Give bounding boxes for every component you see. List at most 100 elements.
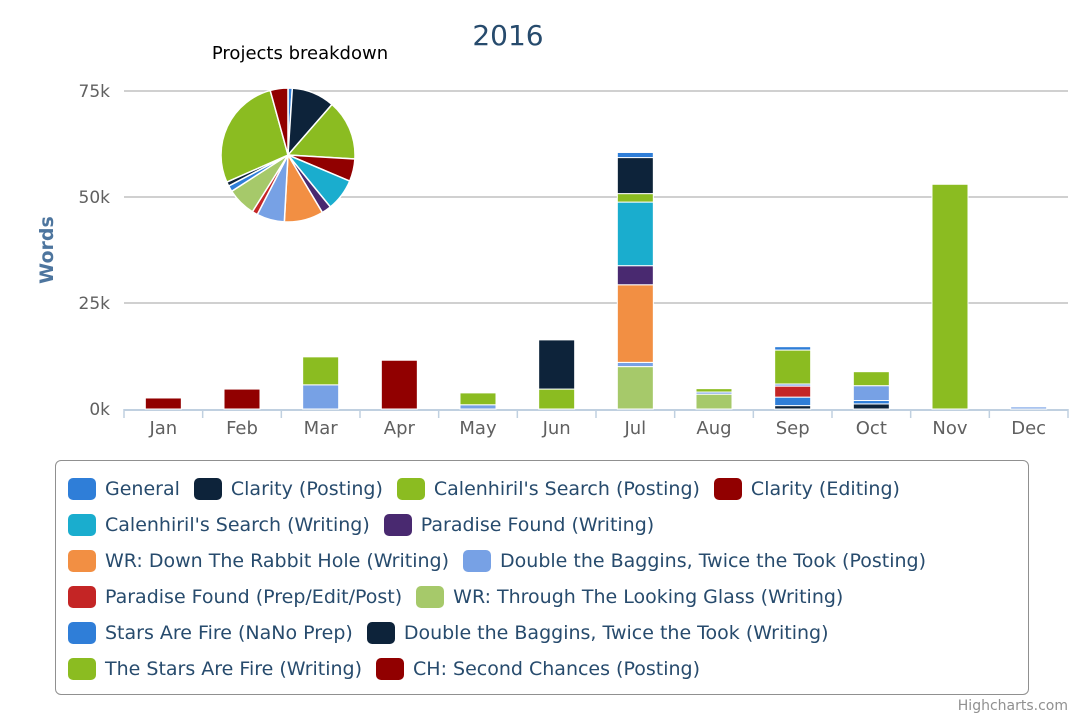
legend-swatch-icon	[68, 622, 96, 644]
legend-label: WR: Through The Looking Glass (Writing)	[453, 586, 844, 608]
legend-label: The Stars Are Fire (Writing)	[105, 658, 363, 680]
legend-label: Paradise Found (Writing)	[420, 514, 655, 536]
bar-segment[interactable]	[144, 397, 182, 410]
x-tick-label: Nov	[932, 418, 967, 439]
legend-swatch-icon	[463, 550, 492, 572]
legend-swatch-icon	[68, 550, 96, 572]
legend-item[interactable]: Calenhiril's Search (Writing)	[68, 514, 370, 536]
y-tick-label: 75k	[79, 82, 111, 102]
legend-swatch-icon	[713, 478, 742, 500]
legend-label: CH: Second Chances (Posting)	[413, 658, 701, 680]
bar-segment[interactable]	[774, 405, 812, 410]
bar-segment[interactable]	[616, 366, 654, 410]
legend-label: WR: Down The Rabbit Hole (Writing)	[105, 550, 450, 572]
y-tick-label: 0k	[89, 400, 110, 420]
bar-segment[interactable]	[616, 193, 654, 203]
chart-title: 2016	[472, 19, 543, 52]
legend-swatch-icon	[376, 658, 405, 680]
legend-item[interactable]: Calenhiril's Search (Posting)	[396, 478, 700, 500]
bar-segment[interactable]	[774, 346, 812, 351]
bar-segment[interactable]	[459, 392, 497, 406]
x-tick-label: Feb	[226, 418, 258, 439]
legend-row: General Clarity (Posting) Calenhiril's Sea…	[68, 471, 1016, 507]
legend-swatch-icon	[68, 586, 96, 608]
legend-item[interactable]: WR: Through The Looking Glass (Writing)	[416, 586, 843, 608]
legend-label: Stars Are Fire (NaNo Prep)	[105, 622, 353, 644]
bar-segment[interactable]	[459, 404, 497, 410]
bar-segment[interactable]	[223, 388, 261, 410]
bar-segment[interactable]	[852, 403, 890, 410]
x-tick-label: Sep	[776, 418, 810, 439]
pie-slice[interactable]	[286, 103, 356, 160]
bar-segment[interactable]	[1010, 406, 1048, 410]
legend-label: Calenhiril's Search (Posting)	[433, 478, 700, 500]
x-tick-label: Mar	[304, 418, 339, 439]
legend-label: Double the Baggins, Twice the Took (Writ…	[403, 622, 829, 644]
bar-segment[interactable]	[774, 349, 812, 385]
legend-row: Paradise Found (Prep/Edit/Post) WR: Throu…	[68, 579, 1016, 615]
bar-segment[interactable]	[774, 385, 812, 398]
bar-segment[interactable]	[380, 359, 418, 410]
x-tick-label: Dec	[1011, 418, 1046, 439]
bar-segment[interactable]	[538, 388, 576, 410]
legend-label: Calenhiril's Search (Writing)	[105, 514, 370, 536]
bar-segment[interactable]	[616, 284, 654, 363]
bar-segment[interactable]	[616, 361, 654, 368]
legend-label: Paradise Found (Prep/Edit/Post)	[105, 586, 403, 608]
x-tick-label: Jul	[623, 418, 646, 439]
legend-swatch-icon	[68, 514, 96, 536]
y-axis-title: Words	[36, 216, 58, 284]
legend-label: Clarity (Editing)	[750, 478, 900, 500]
legend-row: Calenhiril's Search (Writing) Paradise Fo…	[68, 507, 1016, 543]
bar-segment[interactable]	[852, 400, 890, 405]
legend-item[interactable]: Double the Baggins, Twice the Took (Writ…	[366, 622, 829, 644]
legend-swatch-icon	[68, 658, 96, 680]
legend-item[interactable]: Paradise Found (Prep/Edit/Post)	[68, 586, 402, 608]
legend-item[interactable]: Paradise Found (Writing)	[383, 514, 655, 536]
bar-segment[interactable]	[852, 385, 890, 402]
legend-swatch-icon	[396, 478, 425, 500]
x-tick-label: May	[459, 418, 497, 439]
bar-segment[interactable]	[616, 201, 654, 267]
legend-item[interactable]: Stars Are Fire (NaNo Prep)	[68, 622, 353, 644]
y-tick-label: 25k	[79, 294, 111, 314]
legend-label: General	[105, 478, 180, 500]
x-tick-label: Aug	[696, 418, 731, 439]
bar-segment[interactable]	[695, 393, 733, 410]
legend-item[interactable]: The Stars Are Fire (Writing)	[68, 658, 362, 680]
legend-item[interactable]: Clarity (Editing)	[713, 478, 900, 500]
bar-segment[interactable]	[774, 396, 812, 407]
pie-slice[interactable]	[269, 87, 289, 156]
bar-segment[interactable]	[616, 151, 654, 159]
legend-row: The Stars Are Fire (Writing) CH: Second C…	[68, 651, 1016, 687]
legend-swatch-icon	[366, 622, 395, 644]
legend-swatch-icon	[383, 514, 412, 536]
y-tick-label: 50k	[79, 188, 111, 208]
legend-swatch-icon	[193, 478, 222, 500]
pie-title: Projects breakdown	[212, 43, 388, 64]
bar-segment[interactable]	[538, 339, 576, 390]
bar-segment[interactable]	[931, 183, 969, 410]
x-tick-label: Jan	[148, 418, 177, 439]
legend-label: Double the Baggins, Twice the Took (Post…	[500, 550, 927, 572]
legend-row: Stars Are Fire (NaNo Prep) Double the Bag…	[68, 615, 1016, 651]
pie-slice[interactable]	[220, 89, 289, 184]
bar-segment[interactable]	[616, 157, 654, 195]
legend-item[interactable]: Double the Baggins, Twice the Took (Post…	[463, 550, 926, 572]
bar-segment[interactable]	[852, 371, 890, 387]
legend-item[interactable]: Clarity (Posting)	[193, 478, 383, 500]
bar-segment[interactable]	[302, 356, 340, 386]
credits-link[interactable]: Highcharts.com	[957, 698, 1068, 714]
bar-segment[interactable]	[695, 388, 733, 393]
legend-item[interactable]: General	[68, 478, 180, 500]
legend-label: Clarity (Posting)	[230, 478, 383, 500]
legend-swatch-icon	[416, 586, 445, 608]
x-tick-label: Jun	[542, 418, 571, 439]
legend-item[interactable]: WR: Down The Rabbit Hole (Writing)	[68, 550, 449, 572]
bar-segment[interactable]	[616, 265, 654, 286]
chart-legend: General Clarity (Posting) Calenhiril's Sea…	[55, 460, 1029, 695]
x-tick-label: Oct	[856, 418, 887, 439]
bar-segment[interactable]	[302, 384, 340, 410]
x-tick-label: Apr	[384, 418, 416, 439]
legend-item[interactable]: CH: Second Chances (Posting)	[376, 658, 700, 680]
